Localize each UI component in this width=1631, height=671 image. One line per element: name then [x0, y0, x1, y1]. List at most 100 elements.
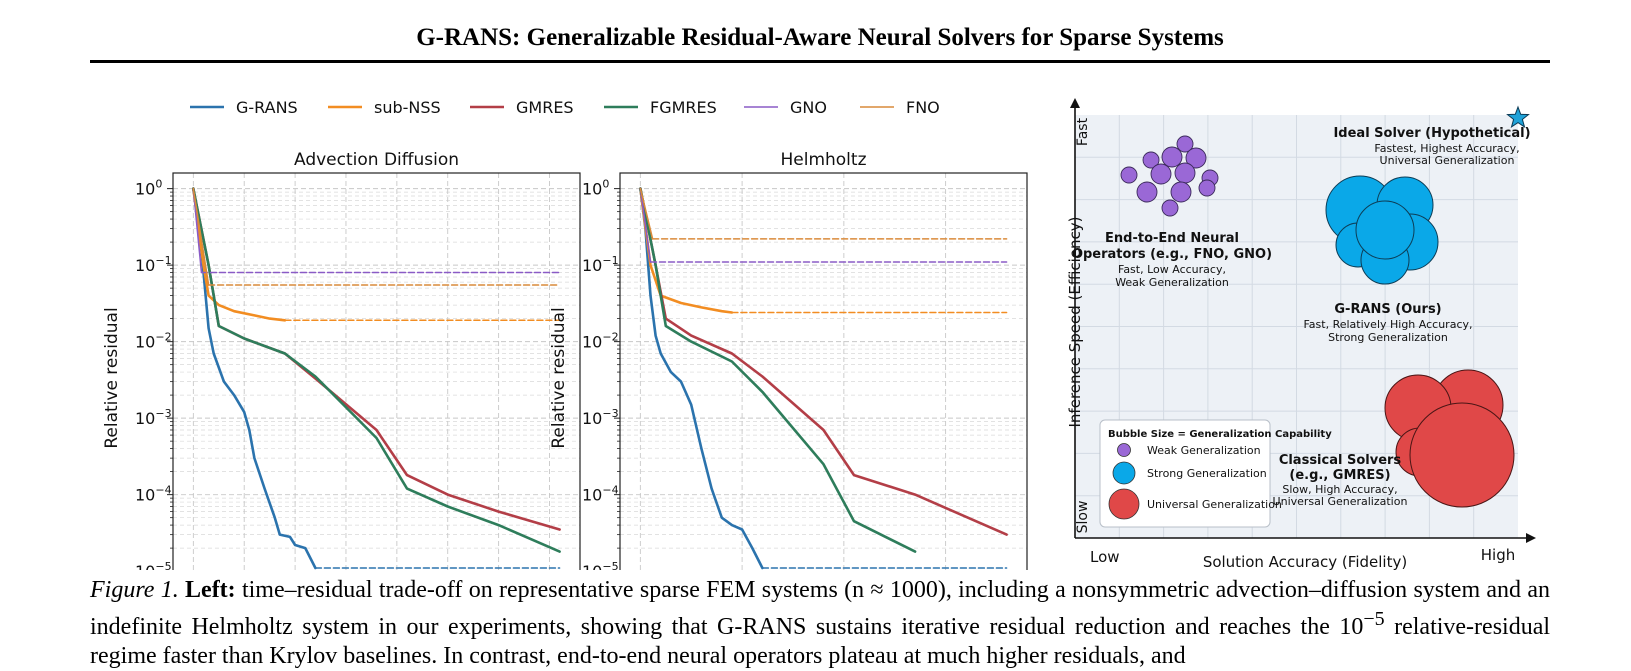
y-tick-exp: −4	[155, 484, 171, 497]
caption-figure-label: Figure 1.	[90, 577, 179, 603]
y-high-label: Fast	[1075, 117, 1091, 146]
legend-label-fno: FNO	[906, 98, 940, 117]
bubble-legend-label: Universal Generalization	[1147, 498, 1282, 511]
bubble-neural-operator	[1161, 199, 1179, 217]
bubble-legend-label: Strong Generalization	[1147, 467, 1267, 480]
neural-operator-desc-2: Weak Generalization	[1115, 276, 1229, 289]
bubble-neural-operator	[1174, 162, 1196, 184]
bubble-x-axis-label: Solution Accuracy (Fidelity)	[1203, 553, 1407, 570]
bubble-g-rans	[1355, 200, 1415, 260]
ideal-solver-desc-2: Universal Generalization	[1380, 154, 1515, 167]
paper-title: G-RANS: Generalizable Residual-Aware Neu…	[416, 24, 1224, 51]
plot-area	[173, 173, 580, 570]
caption-line-3-exp: −5	[1363, 608, 1385, 630]
y-tick-base: 10	[135, 409, 155, 428]
g-rans-desc-2: Strong Generalization	[1328, 331, 1448, 344]
chart-helmholtz: 10010−110−210−310−410−50.00.10.20.3Helmh…	[549, 150, 1028, 570]
bubble-classical	[1409, 402, 1515, 508]
bubble-neural-operator	[1142, 151, 1160, 169]
bubble-neural-operator	[1161, 146, 1183, 168]
y-tick-base: 10	[582, 409, 602, 428]
series-gno-line	[639, 187, 652, 263]
y-tick-label: 100	[582, 178, 609, 199]
plot-frame	[172, 172, 581, 570]
bubble-y-axis-label: Inference Speed (Efficiency)	[1066, 216, 1084, 427]
y-tick-exp: −2	[155, 331, 171, 344]
y-tick-exp: −5	[602, 560, 618, 570]
x-high-label: High	[1481, 546, 1515, 564]
series-g-rans-line	[192, 187, 317, 570]
y-tick-exp: 0	[602, 178, 609, 191]
y-tick-base: 10	[582, 180, 602, 199]
legend-label-g-rans: G-RANS	[236, 98, 298, 117]
bubble-legend: Bubble Size = Generalization Capability W…	[1099, 419, 1332, 528]
y-tick-base: 10	[582, 333, 602, 352]
series-sub-nss-line	[192, 187, 287, 322]
legend-label-fgmres: FGMRES	[650, 98, 717, 117]
x-low-label: Low	[1090, 548, 1120, 566]
y-tick-exp: −1	[155, 254, 171, 267]
y-axis-label: Relative residual	[102, 307, 122, 448]
y-tick-label: 10−1	[582, 254, 619, 275]
series-sub-nss-line	[639, 187, 734, 314]
bubble-neural-operator	[1176, 135, 1194, 153]
y-tick-base: 10	[582, 562, 602, 570]
classical-title-2: (e.g., GMRES)	[1289, 468, 1390, 483]
series-fno-line	[192, 187, 210, 286]
figure-1: G-RANS sub-NSS GMRES FGMRES GNO FNO10010−110−…	[102, 98, 1536, 570]
plot-area	[620, 173, 1027, 570]
y-axis-arrow	[1070, 98, 1080, 108]
y-tick-exp: −5	[155, 560, 171, 570]
y-tick-exp: −3	[155, 407, 171, 420]
caption-line-1: time–residual trade-off on representativ…	[241, 577, 1408, 603]
bubble-legend-marker	[1112, 461, 1136, 485]
y-tick-exp: −4	[602, 484, 618, 497]
x-axis-arrow	[1526, 533, 1536, 543]
bubble-legend-title: Bubble Size = Generalization Capability	[1108, 429, 1332, 440]
y-tick-base: 10	[582, 256, 602, 275]
series-gno-line	[192, 187, 203, 274]
y-tick-label: 10−4	[135, 484, 172, 505]
bubble-neural-operator	[1150, 163, 1172, 185]
y-tick-exp: 0	[155, 178, 162, 191]
chart-title: Helmholtz	[780, 150, 866, 170]
y-tick-label: 100	[135, 178, 162, 199]
y-tick-label: 10−5	[135, 560, 172, 570]
y-low-label: Slow	[1075, 501, 1091, 534]
classical-desc: Slow, High Accuracy,	[1282, 483, 1397, 496]
bubble-neural-operator	[1136, 181, 1158, 203]
chart-title: Advection Diffusion	[294, 150, 459, 170]
g-rans-desc: Fast, Relatively High Accuracy,	[1303, 318, 1472, 331]
g-rans-title: G-RANS (Ours)	[1334, 302, 1441, 317]
y-tick-exp: −3	[602, 407, 618, 420]
caption-lead: Left:	[185, 577, 236, 603]
legend-label-gno: GNO	[790, 98, 827, 117]
y-tick-label: 10−1	[135, 254, 172, 275]
y-tick-base: 10	[135, 486, 155, 505]
y-tick-label: 10−5	[582, 560, 619, 570]
legend-label-gmres: GMRES	[516, 98, 574, 117]
y-tick-exp: −1	[602, 254, 618, 267]
y-tick-base: 10	[135, 180, 155, 199]
classical-title: Classical Solvers	[1279, 453, 1402, 468]
bubble-neural-operator	[1185, 147, 1207, 169]
chart-bubble: Low High Solution Accuracy (Fidelity) Fast S…	[1066, 98, 1536, 570]
bubble-legend-marker	[1117, 443, 1131, 457]
series-g-rans-line	[639, 187, 764, 570]
series-fno-line	[639, 187, 654, 240]
caption-line-3-base: 10	[1339, 614, 1364, 640]
ideal-solver-desc: Fastest, Highest Accuracy,	[1374, 142, 1519, 155]
bubble-neural-operator	[1198, 179, 1216, 197]
bubble-neural-operator	[1120, 166, 1138, 184]
y-tick-label: 10−3	[135, 407, 172, 428]
bubble-legend-marker	[1108, 488, 1140, 520]
plot-frame	[619, 172, 1028, 570]
neural-operator-title: End-to-End Neural	[1105, 231, 1239, 246]
ideal-solver-star-icon	[1506, 105, 1530, 129]
bubble-legend-box	[1099, 419, 1271, 528]
classical-desc-2: Universal Generalization	[1273, 495, 1408, 508]
y-tick-exp: −2	[602, 331, 618, 344]
y-tick-base: 10	[135, 562, 155, 570]
series-fgmres-line	[639, 187, 917, 553]
y-tick-label: 10−2	[582, 331, 619, 352]
